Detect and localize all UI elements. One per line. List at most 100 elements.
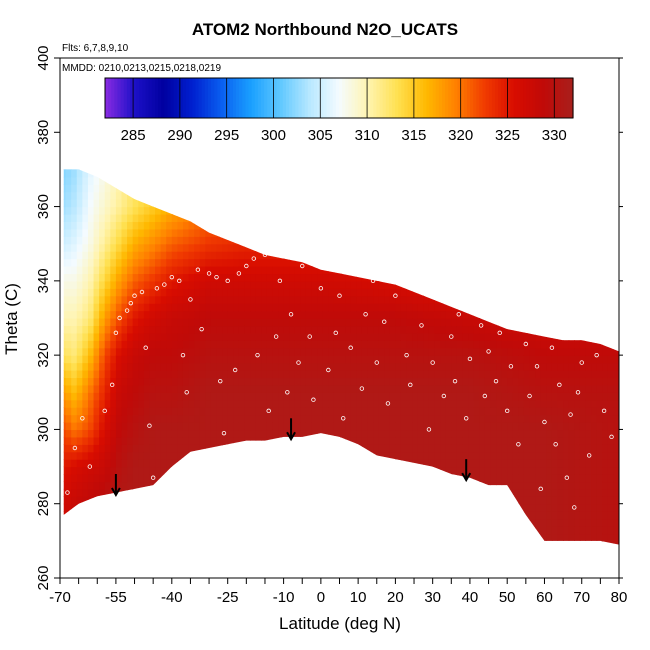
field-cell — [278, 377, 285, 386]
field-cell — [227, 288, 234, 297]
field-cell — [110, 548, 116, 556]
field-cell — [428, 518, 436, 527]
field-cell — [345, 318, 352, 327]
field-cell — [529, 362, 536, 371]
field-cell — [210, 206, 218, 215]
field-cell — [244, 414, 251, 423]
field-cell — [546, 526, 553, 535]
field-cell — [367, 310, 374, 319]
field-cell — [557, 518, 564, 527]
field-cell — [428, 444, 436, 453]
field-cell — [110, 266, 117, 275]
field-cell — [317, 332, 324, 341]
field-cell — [194, 511, 201, 520]
field-cell — [540, 176, 547, 185]
field-cell — [451, 540, 458, 545]
field-cell — [205, 251, 212, 260]
field-cell — [217, 548, 223, 556]
field-cell — [367, 214, 374, 223]
field-cell — [484, 474, 492, 483]
field-cell — [289, 399, 296, 408]
field-cell — [378, 362, 385, 371]
field-cell — [305, 526, 313, 535]
field-cell — [104, 370, 111, 379]
field-cell — [496, 191, 503, 200]
field-cell — [361, 399, 369, 408]
field-cell — [496, 332, 503, 341]
field-cell — [529, 340, 536, 349]
field-cell — [71, 295, 78, 304]
field-cell — [244, 169, 251, 171]
field-cell — [182, 466, 190, 475]
field-cell — [166, 273, 173, 282]
field-cell — [417, 474, 424, 483]
field-cell — [138, 273, 145, 282]
field-cell — [177, 422, 184, 431]
field-cell — [490, 355, 497, 364]
field-cell — [222, 169, 229, 171]
field-cell — [479, 444, 486, 453]
field-cell — [546, 206, 553, 215]
field-cell — [222, 310, 229, 319]
field-cell — [87, 310, 95, 319]
field-cell — [434, 444, 441, 453]
field-cell — [65, 474, 72, 483]
field-cell — [345, 288, 352, 297]
field-cell — [166, 429, 173, 438]
field-cell — [244, 191, 251, 200]
field-cell — [524, 548, 530, 556]
field-cell — [294, 362, 301, 371]
field-cell — [155, 540, 162, 545]
field-cell — [205, 362, 212, 371]
field-cell — [289, 533, 296, 542]
field-cell — [76, 191, 83, 200]
field-cell — [568, 214, 575, 223]
field-cell — [199, 503, 206, 512]
field-cell — [166, 548, 172, 556]
field-cell — [155, 481, 162, 490]
field-cell — [473, 407, 480, 416]
field-cell — [312, 548, 318, 556]
field-cell — [456, 503, 464, 512]
field-cell — [278, 332, 285, 341]
field-cell — [149, 184, 156, 193]
field-cell — [535, 347, 542, 356]
field-cell — [295, 548, 301, 556]
field-cell — [82, 228, 89, 237]
field-cell — [479, 533, 486, 542]
field-cell — [210, 540, 218, 545]
field-cell — [451, 243, 458, 252]
field-cell — [523, 280, 531, 289]
field-cell — [127, 340, 134, 349]
field-cell — [412, 399, 419, 408]
field-cell — [568, 414, 575, 423]
field-cell — [546, 169, 553, 178]
field-cell — [579, 206, 587, 215]
field-cell — [305, 399, 313, 408]
field-cell — [523, 236, 531, 245]
field-cell — [294, 466, 301, 475]
field-cell — [76, 481, 83, 490]
field-cell — [445, 526, 452, 535]
field-cell — [434, 451, 441, 460]
field-cell — [227, 407, 234, 416]
field-cell — [205, 221, 212, 230]
field-cell — [367, 169, 374, 178]
field-cell — [451, 481, 458, 490]
field-cell — [501, 318, 508, 327]
field-cell — [328, 228, 335, 237]
field-cell — [529, 176, 536, 185]
field-cell — [305, 176, 313, 185]
field-cell — [473, 474, 480, 483]
field-cell — [194, 444, 201, 453]
field-cell — [222, 362, 229, 371]
field-cell — [490, 384, 497, 393]
field-cell — [379, 548, 385, 556]
field-cell — [93, 407, 100, 416]
field-cell — [227, 496, 234, 505]
field-cell — [445, 355, 452, 364]
field-cell — [99, 266, 106, 275]
field-cell — [132, 466, 139, 475]
field-cell — [160, 429, 167, 438]
field-cell — [99, 295, 106, 304]
